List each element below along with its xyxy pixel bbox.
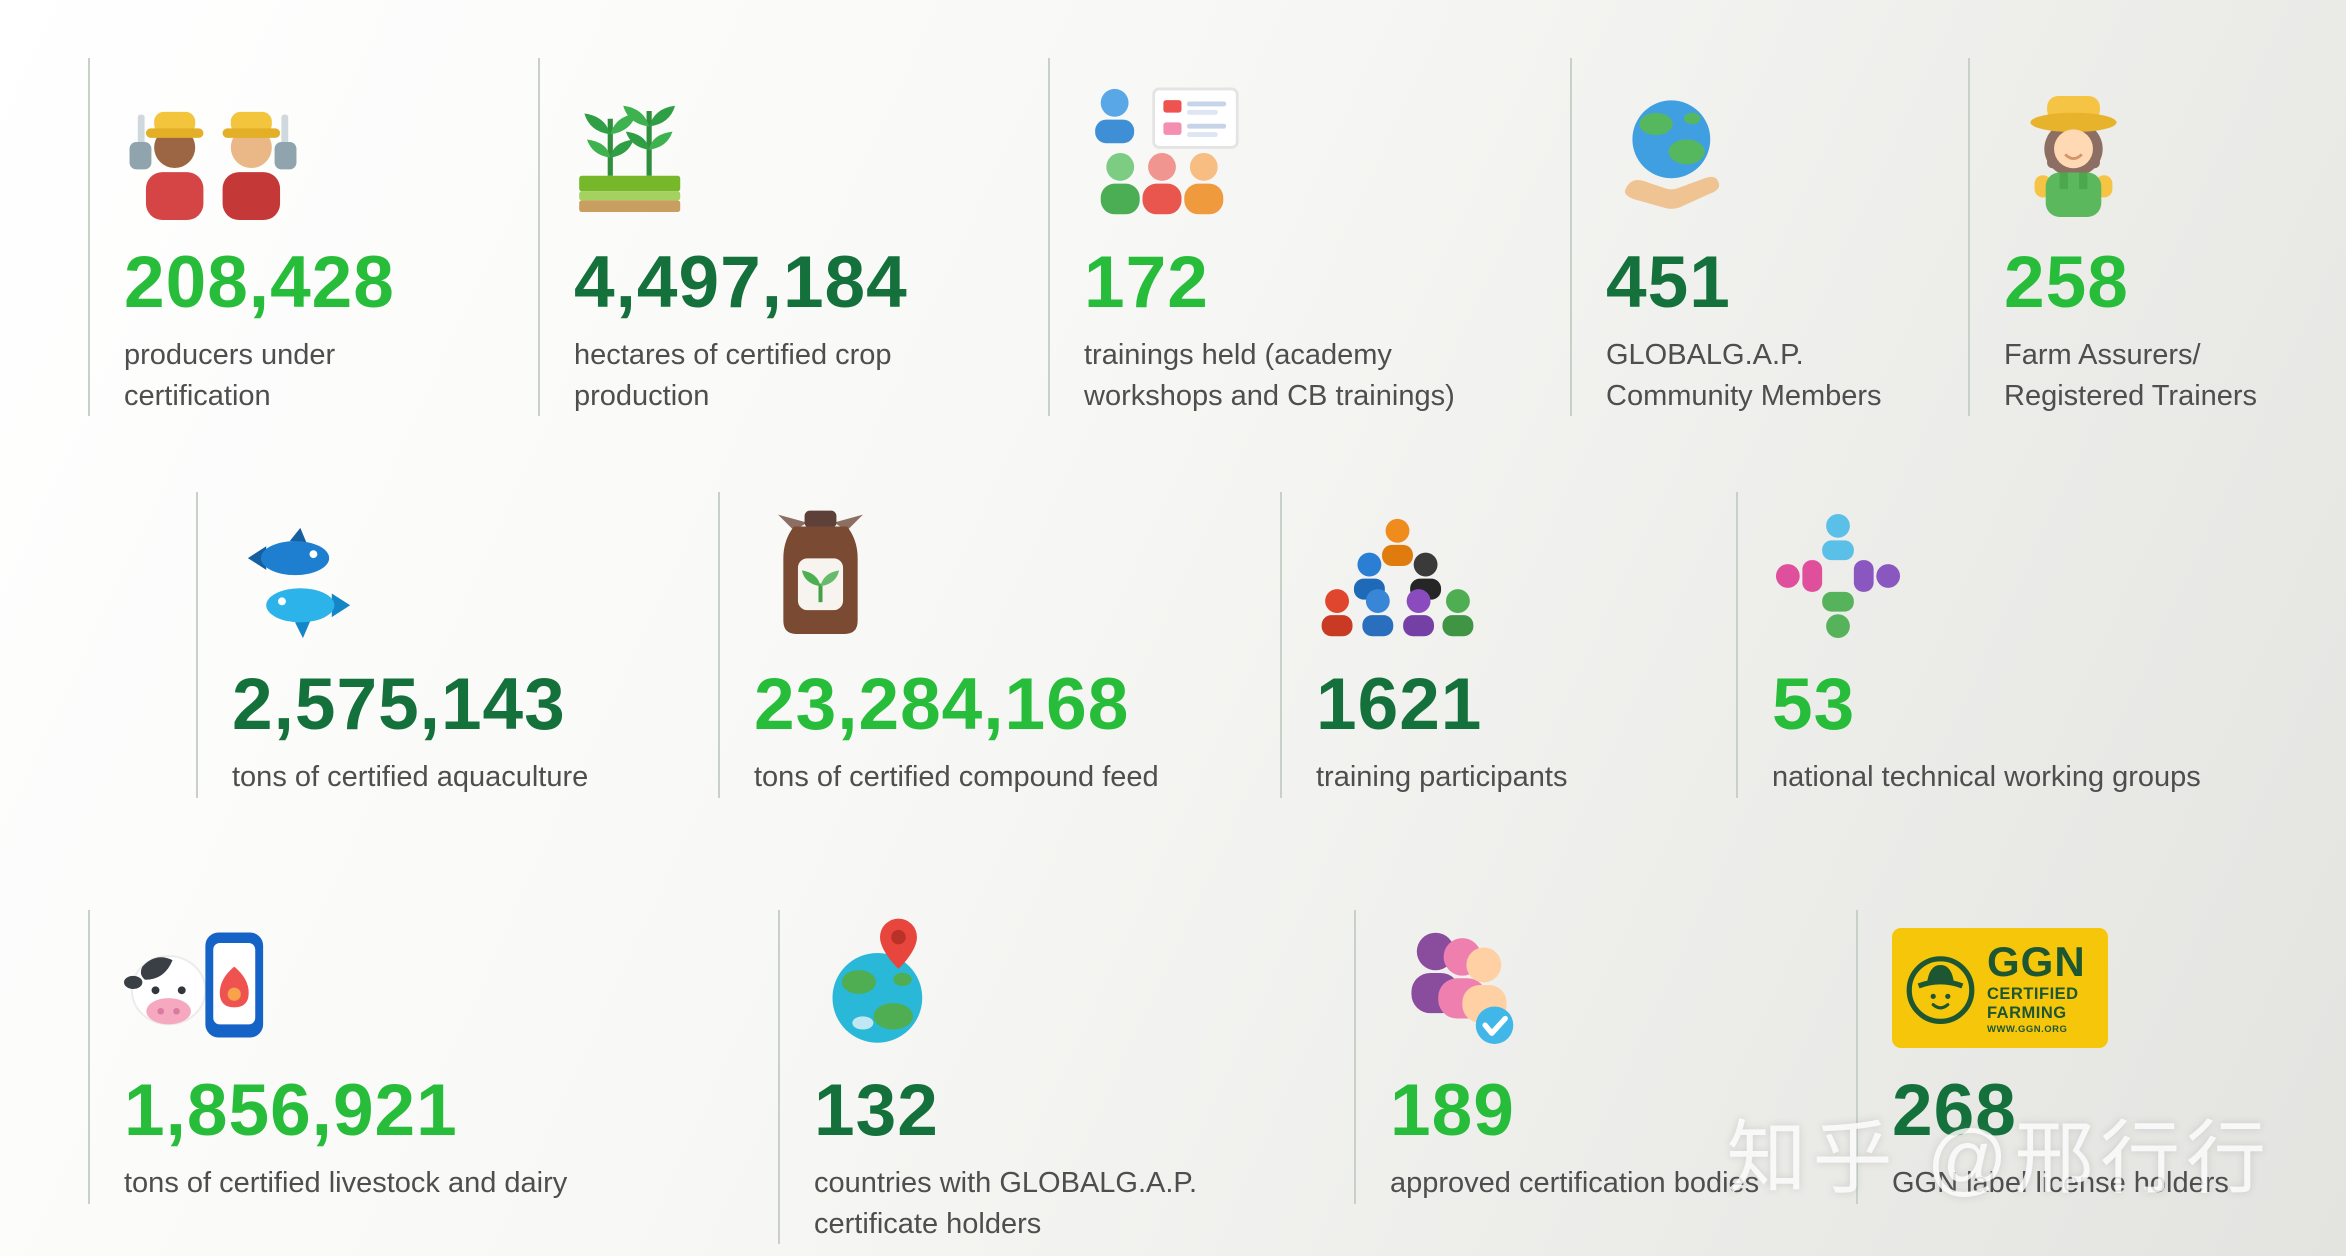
working-groups-icon <box>1772 492 2236 642</box>
certification-bodies-icon <box>1390 910 1804 1048</box>
stat-value: 1,856,921 <box>124 1070 458 1151</box>
training-icon <box>1084 58 1478 220</box>
stat-label: GLOBALG.A.P. Community Members <box>1606 339 1882 412</box>
stat-value: 23,284,168 <box>754 664 1130 745</box>
globe-hand-icon <box>1606 58 1884 220</box>
stat-crop-hectares: 4,497,184 hectares of certified crop pro… <box>538 58 948 417</box>
stat-value: 53 <box>1772 664 1856 745</box>
stat-label: training participants <box>1316 761 1568 793</box>
ggn-logo-url: WWW.GGN.ORG <box>1987 1024 2068 1036</box>
stat-value: 258 <box>2004 242 2129 323</box>
zhihu-watermark: 知乎 @邢行行 <box>1726 1114 2272 1203</box>
stat-working-groups: 53 national technical working groups <box>1736 492 2236 798</box>
stat-value: 451 <box>1606 242 1731 323</box>
stat-compound-feed: 23,284,168 tons of certified compound fe… <box>718 492 1198 798</box>
stat-label: national technical working groups <box>1772 761 2201 793</box>
stat-label: approved certification bodies <box>1390 1167 1760 1199</box>
stat-trainings-held: 172 trainings held (academy workshops an… <box>1048 58 1478 417</box>
stat-value: 208,428 <box>124 242 395 323</box>
ggn-logo-text: GGN CERTIFIED FARMING WWW.GGN.ORG <box>1987 941 2086 1035</box>
stat-value: 1621 <box>1316 664 1483 745</box>
stat-producers: 208,428 producers under certification <box>88 58 395 417</box>
stat-label: producers under certification <box>124 339 336 412</box>
stat-livestock-dairy: 1,856,921 tons of certified livestock an… <box>88 910 648 1204</box>
stat-label: Farm Assurers/ Registered Trainers <box>2004 339 2258 412</box>
ggn-logo-name: GGN <box>1987 938 2086 986</box>
stat-countries: 132 countries with GLOBALG.A.P. certific… <box>778 910 1248 1245</box>
livestock-icon <box>124 910 648 1048</box>
stat-training-participants: 1621 training participants <box>1280 492 1610 798</box>
feed-bag-icon <box>754 492 1198 642</box>
stat-value: 189 <box>1390 1070 1515 1151</box>
ggn-logo-farming: FARMING <box>1987 1003 2067 1022</box>
globe-pin-icon <box>814 910 1248 1048</box>
ggn-logo-certified: CERTIFIED <box>1987 985 2079 1004</box>
ggn-emblem-icon <box>1906 956 1975 1024</box>
stat-label: tons of certified aquaculture <box>232 761 589 793</box>
stat-value: 4,497,184 <box>574 242 908 323</box>
fish-icon <box>232 492 651 642</box>
farm-assurer-icon <box>2004 58 2302 220</box>
stat-label: trainings held (academy workshops and CB… <box>1084 339 1455 412</box>
participants-icon <box>1316 492 1610 642</box>
stat-value: 132 <box>814 1070 939 1151</box>
stat-label: tons of certified compound feed <box>754 761 1159 793</box>
farmers-icon <box>124 58 388 220</box>
crops-icon <box>574 58 948 220</box>
stat-value: 268 <box>1892 1070 2017 1151</box>
stat-label: GGN label license holders <box>1892 1167 2229 1199</box>
stat-farm-assurers: 258 Farm Assurers/ Registered Trainers <box>1968 58 2302 417</box>
stat-certification-bodies: 189 approved certification bodies <box>1354 910 1804 1204</box>
stat-ggn-license-holders: GGN CERTIFIED FARMING WWW.GGN.ORG 268 GG… <box>1856 910 2276 1204</box>
ggn-logo-icon: GGN CERTIFIED FARMING WWW.GGN.ORG <box>1892 910 2276 1048</box>
stat-label: hectares of certified crop production <box>574 339 892 412</box>
stat-aquaculture: 2,575,143 tons of certified aquaculture <box>196 492 651 798</box>
stat-community-members: 451 GLOBALG.A.P. Community Members <box>1570 58 1884 417</box>
stat-label: tons of certified livestock and dairy <box>124 1167 568 1199</box>
stat-label: countries with GLOBALG.A.P. certificate … <box>814 1167 1198 1240</box>
ggn-certified-farming-logo: GGN CERTIFIED FARMING WWW.GGN.ORG <box>1892 928 2108 1048</box>
stat-value: 172 <box>1084 242 1209 323</box>
stat-value: 2,575,143 <box>232 664 566 745</box>
